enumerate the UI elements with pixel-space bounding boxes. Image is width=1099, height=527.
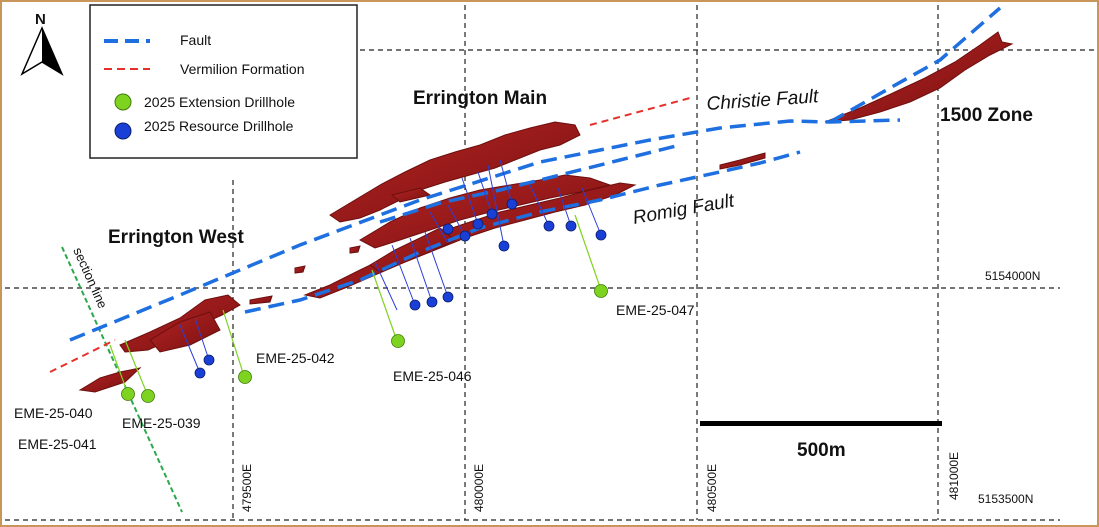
label-5153500N: 5153500N — [978, 492, 1033, 506]
ore-bodies — [78, 31, 1014, 393]
label-eme-25-047: EME-25-047 — [616, 302, 695, 318]
fault-romig — [244, 150, 801, 314]
resource-drillhole[interactable] — [194, 367, 206, 379]
orebody-east-sliver — [719, 152, 766, 170]
vermilion-segment-east — [589, 97, 691, 126]
scale-bar-label: 500m — [797, 440, 846, 461]
label-480500E: 480500E — [705, 464, 719, 512]
scale-bar: 500m — [700, 421, 942, 461]
label-errington-west: Errington West — [108, 227, 244, 248]
resource-drillhole[interactable] — [203, 354, 215, 366]
label-eme-25-041: EME-25-041 — [18, 436, 97, 452]
orebody-main-frag3 — [349, 245, 361, 254]
label-1500-zone: 1500 Zone — [940, 105, 1033, 126]
label-eme-25-046: EME-25-046 — [393, 368, 472, 384]
legend-symbol-extension — [114, 93, 132, 111]
label-eme-25-040: EME-25-040 — [14, 405, 93, 421]
orebody-west-b — [149, 311, 221, 353]
fault-north — [69, 118, 901, 342]
legend-label-vermilion: Vermilion Formation — [180, 61, 305, 77]
orebody-west-sliver — [249, 295, 273, 305]
resource-drillhole[interactable] — [409, 299, 421, 311]
resource-drillhole[interactable] — [498, 240, 510, 252]
label-eme-25-039: EME-25-039 — [122, 415, 201, 431]
extension-drillhole-039[interactable] — [141, 389, 155, 403]
fault-inner — [379, 143, 681, 224]
legend-label-resource: 2025 Resource Drillhole — [144, 118, 294, 134]
label-eme-25-042: EME-25-042 — [256, 350, 335, 366]
resource-drillhole[interactable] — [426, 296, 438, 308]
extension-drillholes — [121, 284, 608, 403]
orebody-main-frag2 — [294, 265, 306, 274]
resource-drillhole[interactable] — [565, 220, 577, 232]
extension-drillhole-047[interactable] — [594, 284, 608, 298]
resource-drillhole[interactable] — [472, 218, 484, 230]
vermilion-formation — [49, 97, 691, 373]
north-arrow-icon: N — [20, 11, 64, 76]
legend-symbol-resource — [114, 122, 132, 140]
label-5154000N: 5154000N — [985, 269, 1040, 283]
extension-drill-traces — [109, 214, 602, 397]
legend-box — [89, 4, 358, 159]
resource-drillhole[interactable] — [442, 291, 454, 303]
resource-drillhole[interactable] — [486, 208, 498, 220]
resource-drill-traces — [179, 159, 602, 374]
legend-label-extension: 2025 Extension Drillhole — [144, 94, 295, 110]
extension-drillhole-042[interactable] — [238, 370, 252, 384]
north-arrow-letter: N — [35, 11, 46, 28]
label-errington-main: Errington Main — [413, 88, 547, 109]
legend: Fault Vermilion Formation 2025 Extension… — [89, 4, 358, 159]
faults — [69, 6, 1002, 342]
orebody-1500-zone — [824, 31, 1014, 123]
north-arrow-fill — [42, 28, 62, 74]
orebody-main-upper — [329, 121, 581, 223]
label-480000E: 480000E — [472, 464, 486, 512]
resource-drillhole[interactable] — [543, 220, 555, 232]
resource-drillhole[interactable] — [506, 198, 518, 210]
label-479500E: 479500E — [240, 464, 254, 512]
resource-drillholes — [194, 198, 607, 379]
fault-christie — [829, 6, 1002, 124]
scale-bar-line — [700, 421, 942, 426]
extension-drillhole-046[interactable] — [391, 334, 405, 348]
resource-drillhole[interactable] — [459, 230, 471, 242]
resource-drillhole[interactable] — [442, 223, 454, 235]
vermilion-segment-west — [49, 339, 116, 373]
legend-label-fault: Fault — [180, 32, 211, 48]
label-481000E: 481000E — [947, 452, 961, 500]
resource-drillhole[interactable] — [595, 229, 607, 241]
extension-drillhole-040[interactable] — [121, 387, 135, 401]
orebody-west-small — [78, 367, 142, 393]
